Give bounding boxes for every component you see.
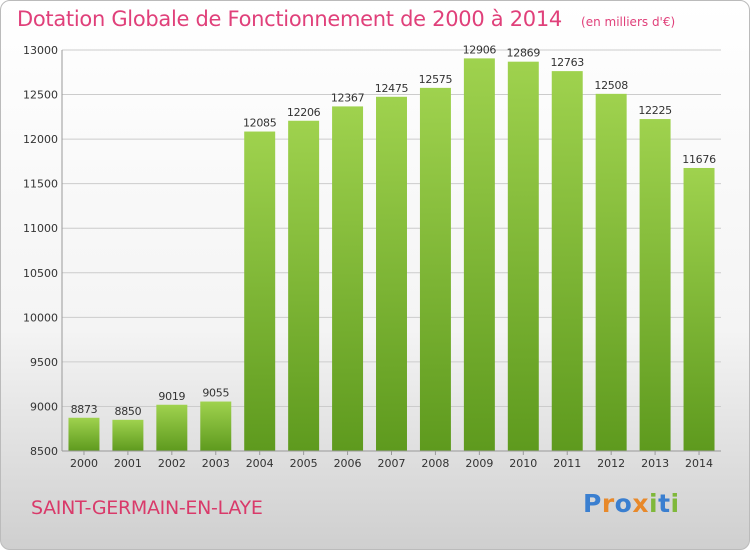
data-label-2011: 12763: [550, 56, 584, 69]
data-label-2006: 12367: [331, 91, 365, 104]
logo-letter: i: [649, 489, 659, 518]
y-tick-label: 8500: [30, 445, 58, 458]
x-tick-label-2012: 2012: [597, 457, 625, 470]
x-tick-label-2008: 2008: [421, 457, 449, 470]
logo-letter: o: [614, 489, 633, 518]
x-tick-label-2014: 2014: [685, 457, 713, 470]
y-tick-label: 13000: [23, 44, 58, 57]
data-label-2012: 12508: [594, 79, 628, 92]
data-label-2001: 8850: [115, 405, 142, 418]
bar-2003: [200, 401, 232, 451]
x-tick-label-2002: 2002: [158, 457, 186, 470]
bar-2004: [244, 131, 276, 451]
y-tick-label: 11500: [23, 178, 58, 191]
x-tick-label-2010: 2010: [509, 457, 537, 470]
x-tick-label-2003: 2003: [202, 457, 230, 470]
bar-2011: [551, 71, 583, 452]
x-tick-label-2007: 2007: [378, 457, 406, 470]
commune-name: SAINT-GERMAIN-EN-LAYE: [31, 497, 263, 519]
bar-2009: [463, 58, 495, 452]
data-label-2009: 12906: [463, 43, 497, 56]
bar-2005: [288, 120, 320, 452]
bar-2014: [683, 167, 715, 452]
data-label-2005: 12206: [287, 106, 321, 119]
y-tick-label: 9000: [30, 400, 58, 413]
x-tick-label-2001: 2001: [114, 457, 142, 470]
proxiti-logo: Proxiti: [583, 489, 680, 518]
logo-letter: t: [658, 489, 671, 518]
data-label-2007: 12475: [375, 82, 409, 95]
x-tick-label-2006: 2006: [334, 457, 362, 470]
bar-2010: [507, 61, 539, 452]
x-tick-label-2004: 2004: [246, 457, 274, 470]
logo-letter: r: [601, 489, 615, 518]
x-tick-label-2013: 2013: [641, 457, 669, 470]
y-tick-label: 9500: [30, 356, 58, 369]
title-row: Dotation Globale de Fonctionnement de 20…: [17, 7, 675, 31]
axes: 8500 9000 9500 10000 10500 11000 11500 12000 125…: [23, 44, 721, 470]
data-label-2010: 12869: [507, 47, 541, 60]
bar-2007: [376, 96, 407, 452]
logo-letter: i: [670, 489, 680, 518]
data-label-2013: 12225: [638, 104, 672, 117]
bar-2013: [639, 119, 671, 452]
x-tick-label-2000: 2000: [70, 457, 98, 470]
y-tick-label: 12500: [23, 89, 58, 102]
chart-title: Dotation Globale de Fonctionnement de 20…: [17, 7, 562, 31]
x-tick-label-2009: 2009: [465, 457, 493, 470]
y-tick-label: 10500: [23, 267, 58, 280]
y-tick-label: 10000: [23, 311, 58, 324]
bar-2012: [595, 93, 627, 452]
bar-2008: [419, 87, 451, 451]
logo-letter: P: [583, 489, 602, 518]
data-label-2003: 9055: [202, 387, 229, 400]
bars: 8873 8850 9019 9055 12085 12206 12367 12475 1257…: [68, 43, 716, 452]
data-label-2014: 11676: [682, 153, 716, 166]
bar-2001: [112, 419, 144, 451]
logo-letter: x: [632, 489, 649, 518]
data-label-2000: 8873: [71, 403, 98, 416]
bar-2000: [68, 417, 100, 451]
x-tick-label-2005: 2005: [290, 457, 318, 470]
x-tick-label-2011: 2011: [553, 457, 581, 470]
data-label-2002: 9019: [158, 390, 185, 403]
chart-subtitle: (en milliers d'€): [581, 15, 676, 29]
y-tick-label: 12000: [23, 133, 58, 146]
data-label-2004: 12085: [243, 117, 277, 130]
bar-2006: [332, 106, 364, 451]
y-tick-label: 11000: [23, 222, 58, 235]
bar-2002: [156, 404, 188, 451]
data-label-2008: 12575: [419, 73, 453, 86]
